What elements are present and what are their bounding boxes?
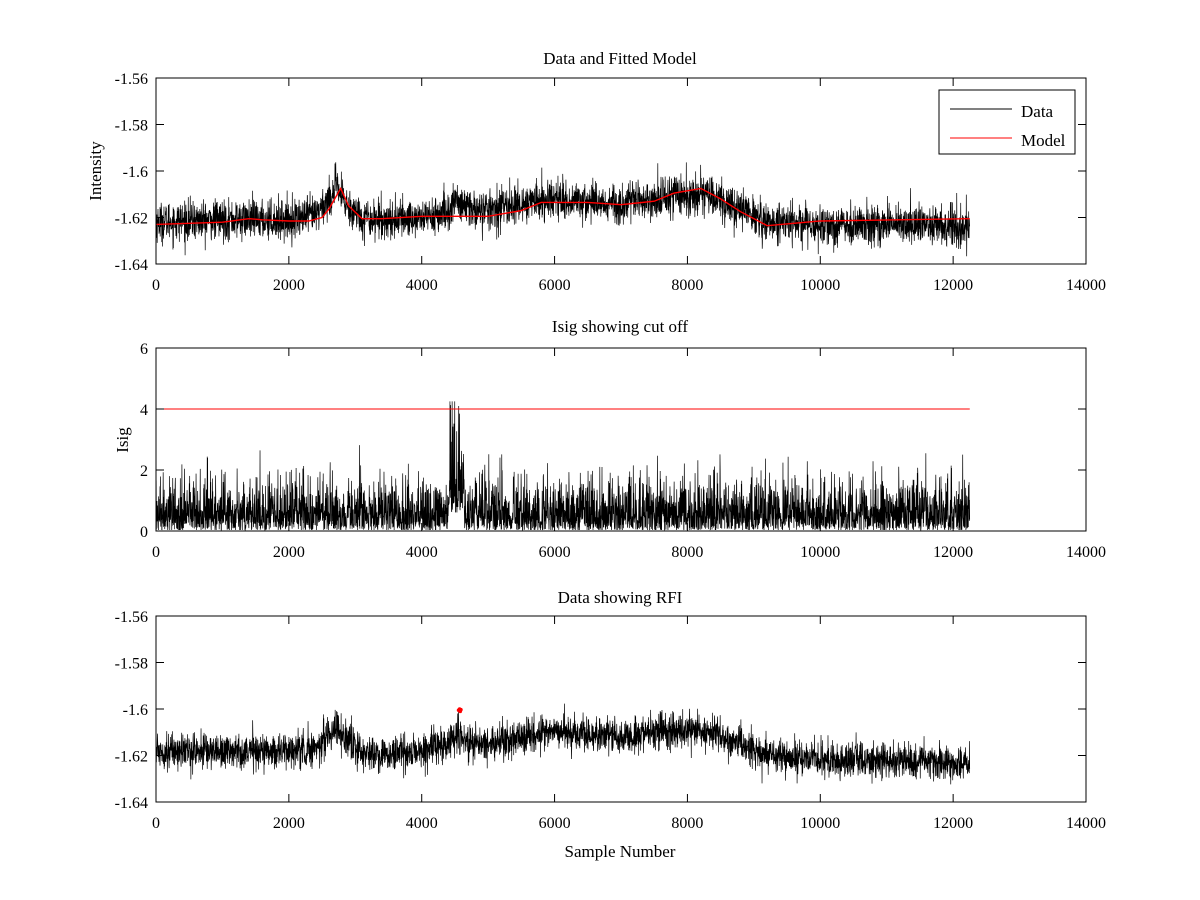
series-bot-data [155,703,971,785]
xtick-label-mid: 4000 [406,544,438,561]
ytick-label-mid: 4 [140,402,148,419]
xtick-label-mid: 0 [152,544,160,561]
ytick-label-bot: -1.58 [115,656,148,673]
series-top-data [155,162,971,257]
xtick-label-top: 8000 [671,277,703,294]
ytick-label-top: -1.62 [115,211,148,228]
xtick-label-mid: 6000 [539,544,571,561]
xtick-label-top: 10000 [800,277,840,294]
subplot-data-showing-rfi: Data showing RFI Sample Number 0 2000 4000… [115,588,1106,861]
xtick-label-top: 2000 [273,277,305,294]
xtick-label-mid: 14000 [1066,544,1106,561]
ticks-bot: 0 2000 4000 6000 8000 10000 12000 14000 -1.64 -1.… [115,609,1106,832]
legend: Data Model [938,89,1076,155]
axes-box-bot [155,615,1087,803]
ylabel-top: Intensity [86,141,105,201]
title-mid: Isig showing cut off [552,317,688,336]
xtick-label-top: 4000 [406,277,438,294]
ytick-label-bot: -1.62 [115,749,148,766]
xtick-label-mid: 10000 [800,544,840,561]
subplot-isig-showing-cut-off: Isig showing cut off Isig 0 2000 4000 6000 8… [113,317,1106,561]
series-top-model [155,186,970,227]
subplot-data-and-fitted-model: Data and Fitted Model Intensity 0 2000 400… [86,49,1106,294]
legend-label-data: Data [1021,102,1054,121]
series-bot-rfi-point [459,707,463,712]
axes-box-mid [155,347,1087,532]
series-mid-isig [155,401,971,531]
xtick-label-top: 12000 [933,277,973,294]
xtick-label-bot: 12000 [933,815,973,832]
ytick-label-top: -1.56 [115,71,148,88]
ytick-label-top: -1.64 [115,257,148,274]
title-top: Data and Fitted Model [543,49,697,68]
xtick-label-bot: 2000 [273,815,305,832]
ytick-label-top: -1.6 [123,164,148,181]
xtick-label-bot: 10000 [800,815,840,832]
ylabel-mid: Isig [113,427,132,453]
plot-area-mid [155,401,971,531]
xtick-label-bot: 14000 [1066,815,1106,832]
legend-label-model: Model [1021,131,1066,150]
xtick-label-bot: 8000 [671,815,703,832]
ytick-label-mid: 6 [140,341,148,358]
plot-area-top [155,162,971,257]
ytick-label-top: -1.58 [115,118,148,135]
xtick-label-top: 14000 [1066,277,1106,294]
xtick-label-top: 6000 [539,277,571,294]
xtick-label-mid: 8000 [671,544,703,561]
ytick-label-bot: -1.56 [115,609,148,626]
xtick-label-bot: 0 [152,815,160,832]
title-bot: Data showing RFI [558,588,683,607]
xtick-label-mid: 12000 [933,544,973,561]
ytick-label-mid: 0 [140,524,148,541]
ytick-label-bot: -1.6 [123,702,148,719]
plot-area-bot [155,703,971,785]
ticks-top: 0 2000 4000 6000 8000 10000 12000 14000 -1.64 -1.… [115,71,1106,294]
ytick-label-bot: -1.64 [115,795,148,812]
xtick-label-mid: 2000 [273,544,305,561]
xtick-label-bot: 6000 [539,815,571,832]
xlabel-bot: Sample Number [565,842,676,861]
ticks-mid: 0 2000 4000 6000 8000 10000 12000 14000 0 2 4 6 [140,341,1106,561]
legend-box [938,89,1076,155]
ytick-label-mid: 2 [140,463,148,480]
xtick-label-top: 0 [152,277,160,294]
xtick-label-bot: 4000 [406,815,438,832]
